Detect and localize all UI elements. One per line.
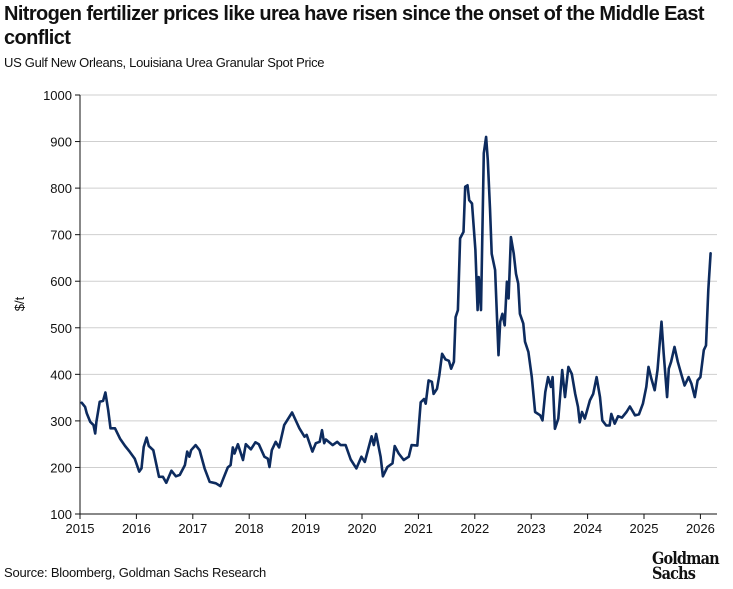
- x-tick-label: 2016: [122, 521, 151, 536]
- x-tick-label: 2020: [348, 521, 377, 536]
- chart-title: Nitrogen fertilizer prices like urea hav…: [4, 3, 705, 49]
- x-tick-label: 2018: [235, 521, 264, 536]
- source-note: Source: Bloomberg, Goldman Sachs Researc…: [4, 565, 267, 580]
- goldman-sachs-logo: Goldman Sachs: [652, 549, 720, 584]
- y-tick-label: 200: [50, 460, 72, 475]
- y-tick-label: 700: [50, 228, 72, 243]
- gridlines: [80, 94, 717, 468]
- x-tick-label: 2023: [517, 521, 546, 536]
- y-tick-label: 100: [50, 507, 72, 522]
- x-tick-label: 2024: [573, 521, 602, 536]
- y-tick-label: 900: [50, 135, 72, 150]
- x-tick-label: 2022: [460, 521, 489, 536]
- y-tick-label: 500: [50, 321, 72, 336]
- y-tick-label: 800: [50, 181, 72, 196]
- x-axis-ticks: 2015 2016 2017 2018 2019 2020 2021 2022 2023 2024…: [66, 514, 715, 536]
- y-axis-ticks: 100 200 300 400 500 600 700 800 900 1000: [43, 88, 80, 522]
- y-tick-label: 1000: [43, 88, 72, 103]
- x-tick-label: 2021: [404, 521, 433, 536]
- x-tick-label: 2015: [66, 521, 95, 536]
- x-tick-label: 2026: [686, 521, 715, 536]
- series-line-urea-price: [80, 135, 712, 488]
- x-tick-label: 2025: [630, 521, 659, 536]
- logo-line-2: Sachs: [652, 564, 696, 584]
- chart-subtitle: US Gulf New Orleans, Louisiana Urea Gran…: [4, 55, 325, 70]
- x-tick-label: 2019: [291, 521, 320, 536]
- y-tick-label: 400: [50, 367, 72, 382]
- y-tick-label: 600: [50, 274, 72, 289]
- x-tick-label: 2017: [178, 521, 207, 536]
- y-tick-label: 300: [50, 414, 72, 429]
- y-axis-label: $/t: [12, 296, 27, 311]
- logo-line-1: Goldman: [652, 549, 720, 569]
